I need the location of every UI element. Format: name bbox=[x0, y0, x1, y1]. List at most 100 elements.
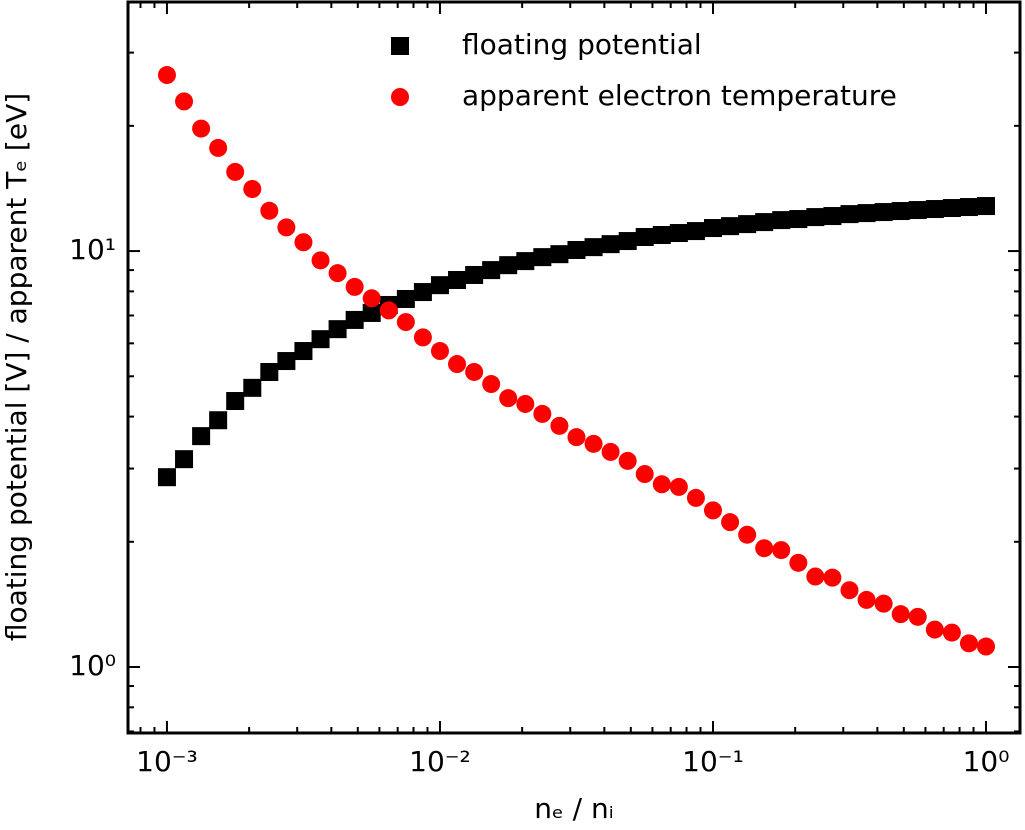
marker-square bbox=[430, 276, 449, 295]
marker-square bbox=[260, 362, 279, 381]
marker-circle bbox=[226, 162, 245, 181]
marker-square bbox=[908, 201, 927, 220]
x-axis-label: nₑ / nᵢ bbox=[534, 792, 613, 825]
marker-square bbox=[857, 204, 876, 223]
legend-label: apparent electron temperature bbox=[462, 79, 897, 112]
marker-square bbox=[243, 378, 262, 397]
marker-square bbox=[806, 208, 825, 227]
marker-circle bbox=[652, 475, 671, 494]
marker-square bbox=[669, 224, 688, 243]
marker-circle bbox=[942, 623, 961, 642]
x-tick-label: 10⁻² bbox=[409, 745, 471, 778]
marker-circle bbox=[823, 568, 842, 587]
marker-square bbox=[755, 213, 774, 232]
marker-square bbox=[294, 342, 313, 361]
marker-circle bbox=[959, 634, 978, 653]
marker-square bbox=[482, 261, 501, 280]
marker-circle bbox=[379, 301, 398, 320]
marker-circle bbox=[601, 442, 620, 461]
marker-circle bbox=[874, 594, 893, 613]
marker-square bbox=[789, 210, 808, 229]
marker-square bbox=[891, 202, 910, 221]
marker-circle bbox=[686, 488, 705, 507]
marker-circle bbox=[908, 607, 927, 626]
marker-circle bbox=[567, 428, 586, 447]
marker-square bbox=[738, 215, 757, 234]
y-axis-label: floating potential [V] / apparent Tₑ [eV… bbox=[0, 93, 33, 641]
marker-square bbox=[516, 252, 535, 271]
marker-square bbox=[277, 352, 296, 371]
marker-square bbox=[925, 200, 944, 219]
marker-square bbox=[533, 248, 552, 267]
marker-circle bbox=[448, 355, 467, 374]
marker-circle bbox=[721, 513, 740, 532]
marker-square bbox=[686, 222, 705, 241]
marker-square bbox=[977, 197, 996, 216]
marker-square bbox=[942, 199, 961, 218]
marker-circle bbox=[533, 404, 552, 423]
marker-square bbox=[157, 468, 176, 487]
marker-square bbox=[175, 450, 194, 469]
marker-circle bbox=[840, 581, 859, 600]
marker-circle bbox=[260, 201, 279, 220]
marker-circle bbox=[396, 313, 415, 332]
marker-circle bbox=[482, 375, 501, 394]
marker-circle bbox=[413, 328, 432, 347]
marker-circle bbox=[925, 620, 944, 639]
marker-square bbox=[584, 238, 603, 257]
x-tick-label: 10⁻³ bbox=[136, 745, 198, 778]
marker-circle bbox=[294, 233, 313, 252]
marker-square bbox=[465, 265, 484, 284]
marker-square bbox=[311, 330, 330, 349]
marker-circle bbox=[772, 541, 791, 560]
marker-circle bbox=[175, 92, 194, 111]
marker-circle bbox=[703, 501, 722, 520]
marker-square bbox=[209, 411, 228, 430]
marker-circle bbox=[391, 88, 409, 106]
y-tick-label: 10¹ bbox=[69, 233, 116, 266]
marker-square bbox=[345, 310, 364, 329]
marker-square bbox=[396, 289, 415, 308]
marker-circle bbox=[977, 637, 996, 656]
marker-circle bbox=[465, 362, 484, 381]
marker-circle bbox=[430, 342, 449, 361]
marker-square bbox=[567, 240, 586, 259]
marker-square bbox=[823, 207, 842, 226]
marker-square bbox=[874, 203, 893, 222]
marker-circle bbox=[157, 66, 176, 85]
marker-circle bbox=[499, 389, 518, 408]
marker-square bbox=[192, 427, 211, 446]
marker-square bbox=[499, 256, 518, 275]
marker-circle bbox=[738, 525, 757, 544]
legend-label: floating potential bbox=[462, 28, 702, 61]
marker-circle bbox=[192, 119, 211, 138]
marker-square bbox=[635, 227, 654, 246]
marker-square bbox=[652, 226, 671, 245]
marker-circle bbox=[891, 605, 910, 624]
marker-square bbox=[328, 320, 347, 339]
marker-circle bbox=[584, 434, 603, 453]
marker-square bbox=[391, 37, 409, 55]
marker-square bbox=[772, 211, 791, 230]
marker-square bbox=[226, 392, 245, 411]
marker-circle bbox=[362, 289, 381, 308]
marker-circle bbox=[755, 539, 774, 558]
marker-square bbox=[448, 270, 467, 289]
marker-square bbox=[618, 232, 637, 251]
marker-circle bbox=[311, 251, 330, 270]
marker-circle bbox=[618, 451, 637, 470]
marker-square bbox=[721, 217, 740, 236]
marker-circle bbox=[277, 218, 296, 237]
marker-circle bbox=[243, 179, 262, 198]
marker-square bbox=[550, 245, 569, 264]
marker-circle bbox=[516, 394, 535, 413]
plot-frame bbox=[126, 0, 1022, 735]
marker-square bbox=[362, 303, 381, 322]
marker-square bbox=[703, 219, 722, 238]
marker-circle bbox=[857, 590, 876, 609]
marker-circle bbox=[328, 264, 347, 283]
x-tick-label: 10⁰ bbox=[963, 745, 1010, 778]
marker-circle bbox=[806, 567, 825, 586]
